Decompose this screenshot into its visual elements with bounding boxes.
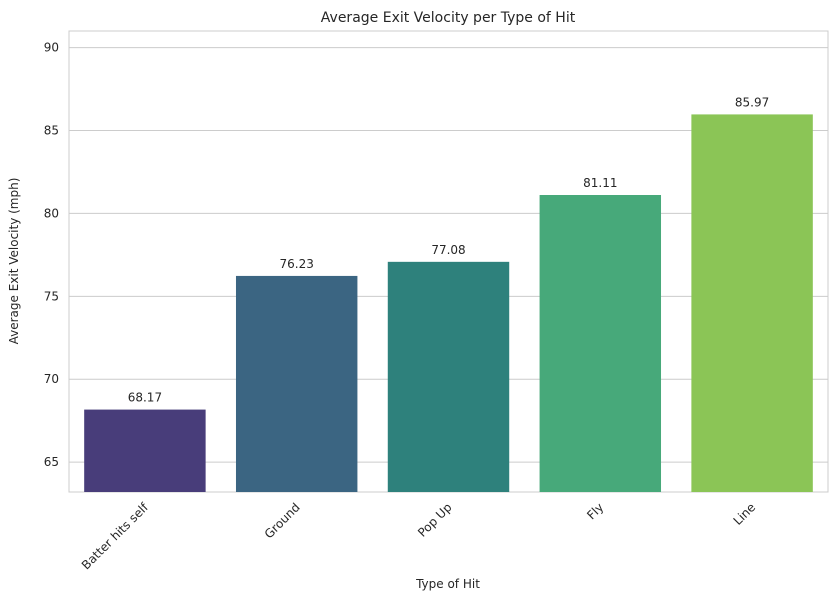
- bar: [84, 409, 206, 492]
- x-tick-label: Pop Up: [415, 500, 455, 540]
- bar-value-labels: 68.17 76.23 77.08 81.11 85.97: [128, 95, 770, 404]
- bar-value-label: 81.11: [583, 176, 617, 190]
- y-tick-labels: 65 70 75 80 85 90: [44, 41, 59, 470]
- x-tick-labels: Batter hits self Ground Pop Up Fly Line: [79, 500, 758, 573]
- y-tick-label: 70: [44, 372, 59, 386]
- x-tick-label: Fly: [584, 500, 606, 522]
- y-tick-label: 80: [44, 206, 59, 220]
- y-tick-label: 65: [44, 455, 59, 469]
- bar-value-label: 68.17: [128, 391, 162, 405]
- y-tick-label: 90: [44, 41, 59, 55]
- bar: [691, 114, 813, 493]
- x-tick-label: Ground: [262, 500, 303, 541]
- bars: [84, 114, 813, 493]
- bar: [235, 275, 358, 492]
- chart-title: Average Exit Velocity per Type of Hit: [321, 10, 576, 26]
- bar-value-label: 76.23: [280, 257, 314, 271]
- x-tick-label: Line: [731, 500, 759, 528]
- bar-value-label: 77.08: [431, 243, 465, 257]
- y-axis-label: Average Exit Velocity (mph): [7, 178, 21, 345]
- bar: [539, 195, 662, 492]
- bar: [387, 261, 510, 492]
- bar-value-label: 85.97: [735, 95, 769, 109]
- y-tick-label: 75: [44, 289, 59, 303]
- y-tick-label: 85: [44, 123, 59, 137]
- x-tick-label: Batter hits self: [79, 500, 152, 573]
- x-axis-label: Type of Hit: [415, 577, 480, 591]
